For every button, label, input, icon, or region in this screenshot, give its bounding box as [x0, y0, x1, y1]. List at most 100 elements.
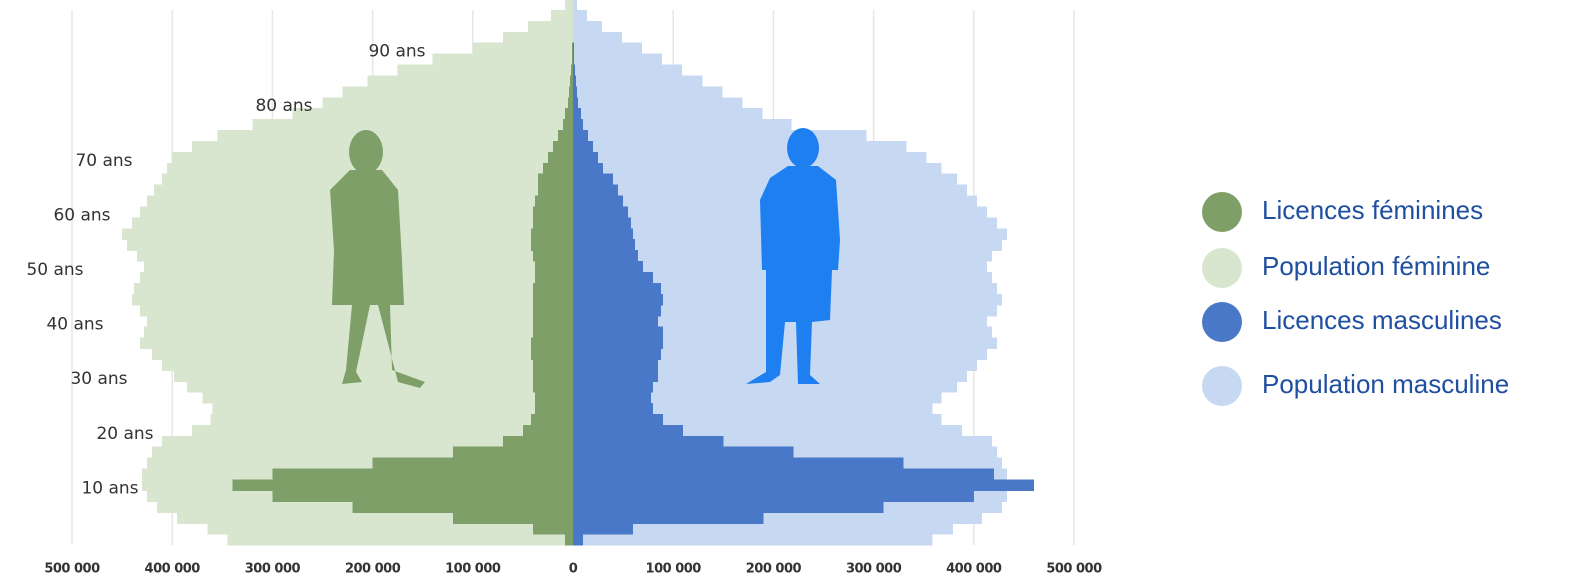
bar [292, 108, 573, 120]
bar [571, 42, 573, 55]
age-label: 40 ans [46, 315, 103, 335]
bar [552, 140, 573, 153]
x-tick-label: 300 000 [245, 562, 301, 577]
x-tick-label: 100 000 [445, 562, 501, 577]
bar [252, 119, 574, 131]
bar [522, 424, 573, 437]
bar [322, 97, 573, 109]
bar [352, 501, 573, 513]
bar [550, 9, 573, 22]
bar [573, 53, 575, 66]
bar [530, 239, 573, 251]
bar [573, 381, 957, 393]
bar [573, 86, 578, 98]
age-label: 90 ans [368, 42, 425, 62]
bar [202, 392, 573, 404]
bar [573, 413, 942, 426]
bar [573, 130, 589, 142]
bar [573, 304, 662, 317]
bar [534, 195, 573, 208]
bar [177, 512, 573, 524]
bar [534, 392, 573, 404]
bar [573, 86, 723, 98]
bar [573, 523, 634, 535]
x-tick-label: 0 [569, 562, 578, 577]
bar [573, 173, 614, 186]
bar [573, 75, 577, 87]
bar [534, 403, 573, 415]
bar [573, 435, 992, 448]
bar [532, 282, 573, 295]
bar [573, 64, 576, 77]
male-silhouette [746, 128, 840, 384]
bar [452, 512, 573, 524]
bar [571, 53, 573, 66]
bar [532, 217, 573, 229]
bar [573, 490, 974, 502]
bar [174, 370, 574, 382]
bar [502, 31, 573, 44]
age-label: 80 ans [255, 96, 312, 116]
bar [573, 162, 942, 175]
bar [162, 359, 573, 371]
bar [573, 315, 659, 328]
bar [573, 381, 654, 393]
bar [573, 479, 1034, 491]
bar [537, 173, 573, 186]
bar [530, 337, 573, 350]
x-tick-label: 300 000 [846, 562, 902, 577]
bar [573, 337, 997, 350]
bar [152, 348, 573, 360]
bar [573, 468, 994, 481]
bar [573, 119, 792, 131]
bar [212, 403, 573, 415]
bar [573, 173, 957, 186]
bar [530, 413, 573, 426]
age-label: 60 ans [53, 205, 110, 225]
bar [573, 403, 933, 415]
bar [534, 261, 573, 273]
bar [573, 413, 664, 426]
bar [162, 435, 573, 448]
figures [330, 128, 840, 388]
bar [573, 261, 644, 273]
age-label: 70 ans [75, 151, 132, 171]
bar [573, 0, 578, 11]
x-tick-label: 400 000 [145, 562, 201, 577]
bar [534, 272, 573, 284]
bar [367, 75, 573, 87]
bar [564, 108, 573, 120]
bar [573, 31, 623, 44]
bar [397, 64, 573, 77]
bar [573, 457, 904, 470]
legend-label: Population féminine [1262, 251, 1490, 281]
bar [573, 162, 604, 175]
bar [530, 228, 573, 240]
bar [568, 86, 573, 98]
bar [210, 413, 573, 426]
bar [570, 64, 573, 77]
bar [152, 446, 573, 459]
age-label: 30 ans [70, 369, 127, 389]
bar [432, 53, 573, 66]
bar [573, 119, 584, 131]
bar [573, 424, 962, 437]
bar [573, 97, 743, 109]
bar [502, 435, 573, 448]
bar [372, 457, 573, 470]
legend: Licences féminines Population féminine Lic… [1202, 192, 1509, 406]
bar [573, 9, 588, 22]
bar [187, 381, 574, 393]
bar [573, 108, 582, 120]
x-tick-label: 100 000 [646, 562, 702, 577]
bar [573, 348, 662, 360]
bar [232, 479, 573, 491]
x-tick-label: 500 000 [1046, 562, 1102, 577]
bar [573, 20, 603, 33]
bar [573, 370, 659, 382]
bar [532, 250, 573, 262]
bar [342, 86, 573, 98]
bar [573, 217, 632, 229]
bar [530, 348, 573, 360]
